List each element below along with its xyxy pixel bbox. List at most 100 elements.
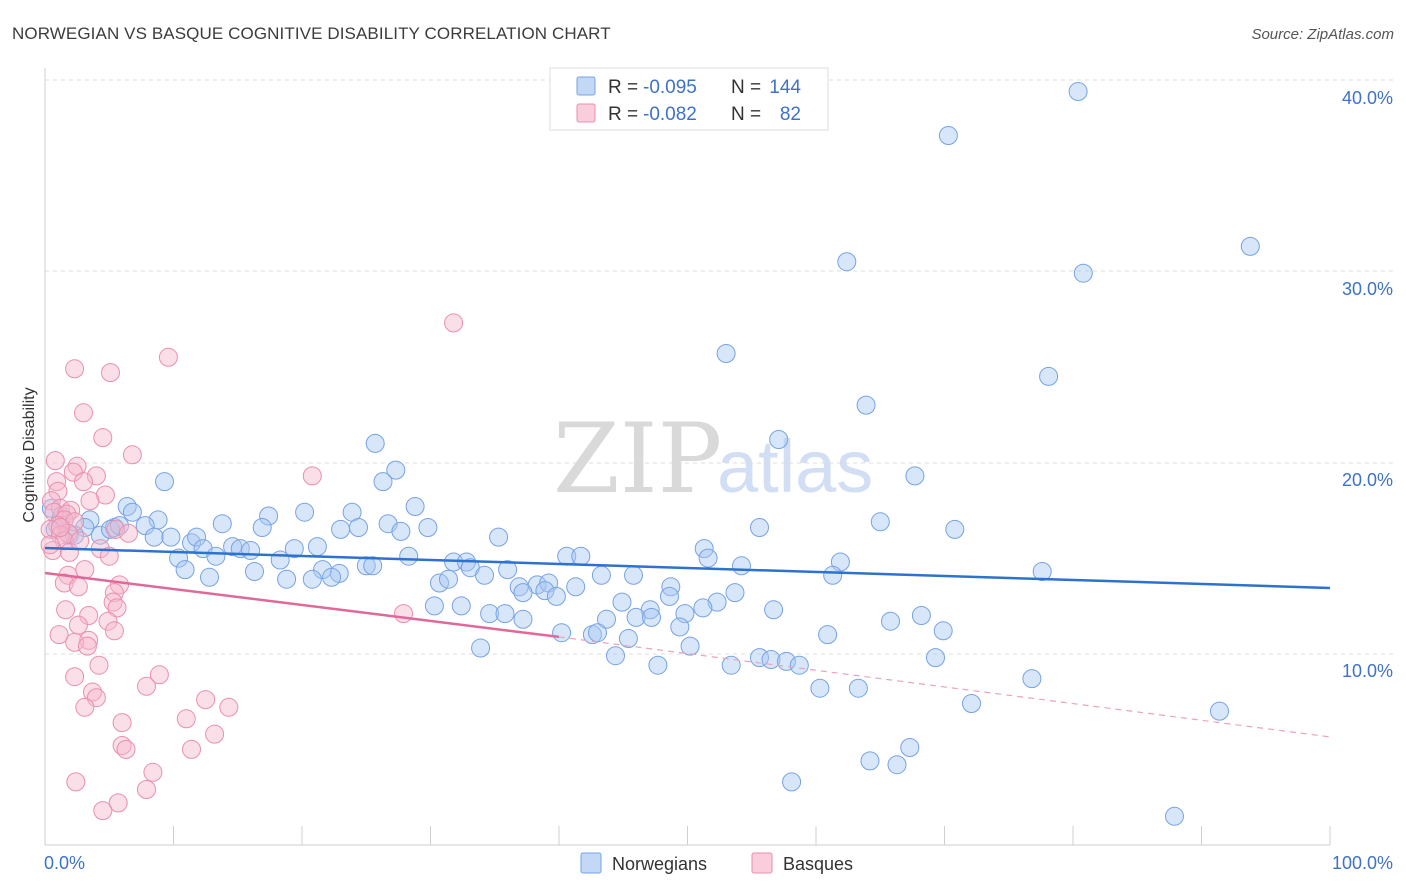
basques-point: [86, 466, 106, 486]
norwegians-point: [405, 497, 425, 516]
norwegians-point: [900, 738, 920, 757]
basques-point: [89, 655, 109, 675]
norwegians-point: [870, 512, 890, 532]
y-tick-label-20: 20.0%: [1342, 470, 1393, 490]
basques-point: [65, 667, 85, 687]
norwegians-point: [295, 502, 315, 522]
norwegians-point: [648, 655, 668, 675]
norwegians-point: [535, 581, 555, 601]
basques-point: [101, 363, 120, 383]
basques-point: [196, 690, 216, 710]
basques-point: [98, 611, 118, 631]
norwegians-point: [764, 600, 784, 620]
norwegians-point: [365, 433, 385, 453]
basques-point: [49, 625, 69, 645]
basques-point: [74, 403, 93, 423]
norwegians-point: [716, 344, 736, 363]
data-points: [40, 82, 1260, 826]
norwegians-point: [782, 772, 802, 792]
norwegians-point: [161, 527, 181, 547]
norwegians-point: [513, 583, 533, 603]
norwegians-legend-swatch: [580, 852, 602, 874]
norwegians-point: [223, 537, 243, 557]
basques-point: [50, 525, 70, 545]
legend-n-label: N =: [731, 77, 761, 98]
legend-n-value: 144: [769, 77, 801, 98]
basques-point: [74, 472, 93, 492]
norwegians-point: [480, 604, 500, 624]
norwegians-point: [588, 623, 607, 643]
norwegians-point: [489, 527, 509, 547]
basques-point: [116, 739, 136, 759]
norwegians-point: [284, 539, 304, 559]
norwegians-point: [1039, 366, 1059, 386]
basques-point: [68, 615, 88, 635]
norwegians-point: [245, 562, 264, 581]
norwegians-point: [642, 607, 661, 627]
norwegians-point: [424, 596, 444, 616]
norwegians-point: [626, 607, 646, 627]
norwegians-point: [624, 565, 643, 585]
norwegians-point: [789, 655, 809, 675]
stats-legend: R = -0.095 N = 144 R = -0.082 N = 82: [549, 67, 829, 131]
stats-legend-box: [549, 67, 829, 131]
norwegians-point: [241, 541, 261, 560]
basques-point: [108, 793, 128, 813]
legend-n-label: N =: [731, 104, 761, 125]
norwegians-point: [546, 586, 566, 606]
basques-point: [79, 630, 99, 650]
norwegians-point: [721, 655, 741, 675]
norwegians-point: [693, 598, 713, 618]
basques-point: [112, 713, 132, 733]
norwegians-point: [591, 565, 611, 585]
norwegians-point: [200, 567, 219, 587]
legend-r-label: R =: [608, 104, 638, 125]
basques-point: [80, 491, 100, 511]
norwegians-point: [498, 560, 518, 580]
norwegians-point: [698, 548, 718, 568]
basques-point: [70, 531, 90, 551]
basques-point: [182, 739, 201, 759]
basques-point: [93, 428, 113, 448]
basques-point: [137, 676, 156, 696]
norwegians-point: [606, 646, 625, 666]
norwegians-point: [1240, 236, 1260, 256]
basques-point: [176, 709, 196, 729]
norwegians-point: [144, 527, 164, 547]
norwegians-point: [259, 506, 279, 526]
norwegians-point: [122, 502, 142, 522]
basques-point: [444, 313, 464, 333]
norwegians-point: [694, 539, 714, 559]
norwegians-point: [818, 625, 838, 645]
norwegians-point: [597, 609, 616, 629]
norwegians-point: [175, 560, 195, 580]
y-tick-label-40: 40.0%: [1342, 88, 1393, 108]
norwegians-point: [881, 611, 900, 631]
norwegians-point: [670, 617, 690, 637]
basques-point: [99, 546, 119, 566]
norwegians-point: [331, 519, 351, 539]
basques-point: [103, 592, 123, 612]
y-tick-label-30: 30.0%: [1342, 279, 1393, 299]
norwegians-point: [451, 596, 471, 616]
norwegians-point: [911, 606, 931, 625]
norwegians-legend-swatch: [576, 76, 596, 96]
norwegians-point: [810, 678, 830, 698]
legend-r-value: -0.095: [643, 77, 697, 98]
norwegians-point: [1165, 806, 1184, 826]
norwegians-point: [1073, 263, 1093, 283]
norwegians-point: [945, 519, 965, 539]
basques-trend-extension: [558, 636, 1331, 738]
legend-n-value: 82: [780, 104, 801, 125]
y-axis-label: Cognitive Disability: [21, 387, 38, 522]
basques-point: [112, 736, 132, 755]
norwegians-point: [552, 623, 572, 643]
basques-legend-swatch: [576, 103, 596, 123]
basques-point: [68, 577, 88, 597]
basques-point: [79, 606, 99, 625]
basques-point: [83, 682, 102, 702]
norwegians-point: [513, 609, 533, 629]
norwegians-point: [391, 521, 411, 541]
basques-point: [40, 535, 60, 555]
legend-r-value: -0.082: [643, 104, 697, 125]
